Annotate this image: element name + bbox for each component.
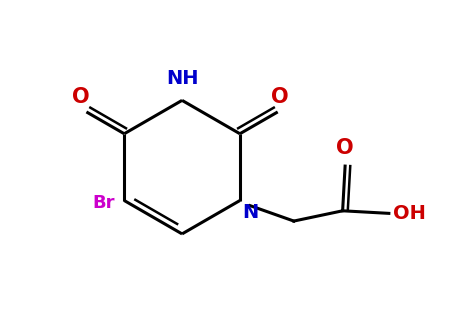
Text: NH: NH [166, 68, 198, 87]
Text: O: O [73, 87, 90, 107]
Text: OH: OH [393, 204, 426, 223]
Text: O: O [271, 87, 289, 107]
Text: N: N [243, 203, 259, 222]
Text: Br: Br [93, 194, 115, 212]
Text: O: O [337, 138, 354, 158]
